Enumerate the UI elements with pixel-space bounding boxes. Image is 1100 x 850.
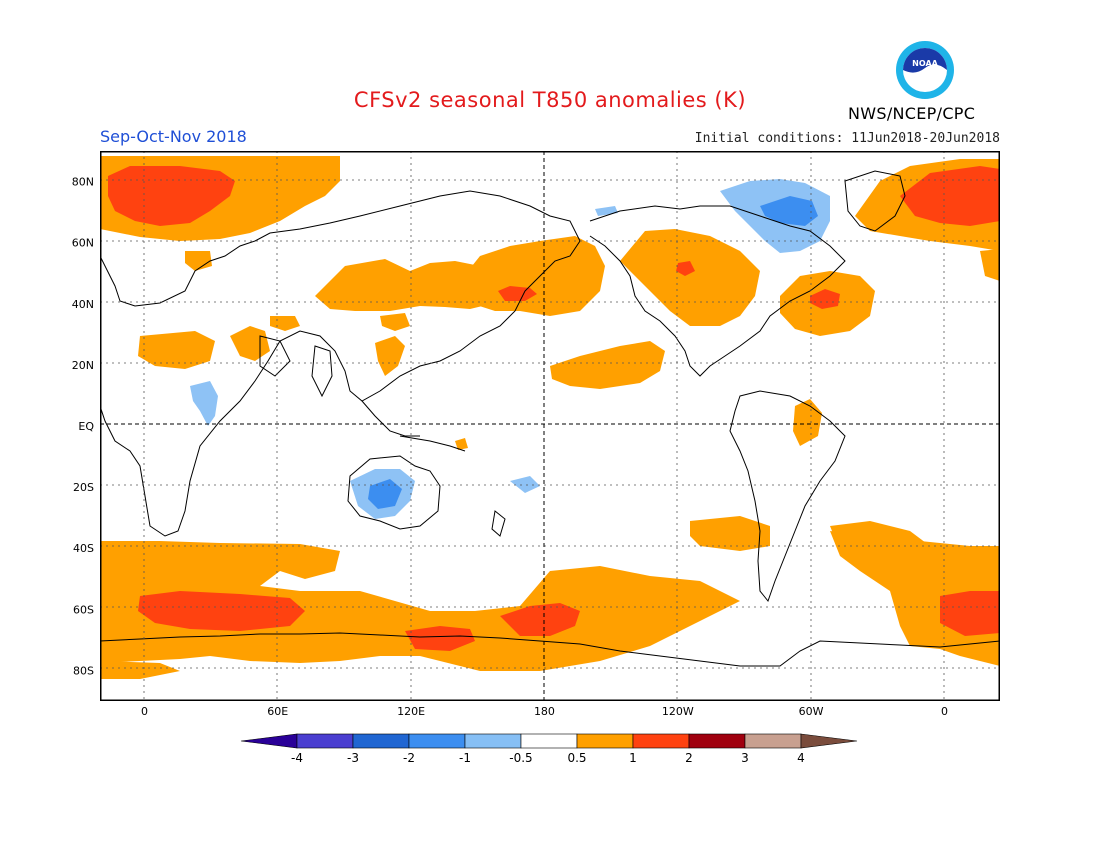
colorbar-box (632, 733, 690, 749)
cold-region-east-africa (190, 381, 218, 426)
latitude-labels: 80N 60N 40N 20N EQ 20S 40S 60S 80S (72, 176, 95, 678)
latitude-label: 20N (72, 359, 94, 372)
colorbar-label: 4 (797, 751, 805, 765)
season-label: Sep-Oct-Nov 2018 (100, 127, 247, 146)
warm-core-north-atlantic-east (900, 166, 1000, 226)
colorbar-label: 1 (629, 751, 637, 765)
colorbar-box (464, 733, 522, 749)
longitude-label: 60E (267, 705, 288, 718)
initial-conditions-label: Initial conditions: 11Jun2018-20Jun2018 (694, 131, 1000, 146)
latitude-label: 60N (72, 237, 94, 250)
colorbar-box (744, 733, 802, 749)
cold-core-arctic-canada (760, 196, 818, 226)
warm-region-mediterranean (270, 316, 300, 331)
colorbar-high-triangle (800, 733, 858, 749)
warm-core-north-atlantic (108, 166, 235, 226)
colorbar-box (352, 733, 410, 749)
anomaly-map (100, 151, 1000, 701)
colorbar-label: 2 (685, 751, 693, 765)
longitude-label: 120W (662, 705, 694, 718)
warm-region-antarctic-edge (100, 661, 180, 679)
latitude-label: 20S (73, 481, 94, 494)
longitude-label: 60W (799, 705, 824, 718)
warm-region-subtropical-pacific (550, 341, 665, 389)
colorbar-box (520, 733, 578, 749)
warm-core-nw-atlantic (810, 289, 840, 309)
longitude-label: 180 (534, 705, 555, 718)
warm-core-new-zealand-sector (500, 603, 580, 636)
colorbar-low-triangle (240, 733, 298, 749)
warm-region-amazon (793, 399, 822, 446)
cold-core-australia (368, 479, 402, 509)
warm-core-north-america (676, 261, 695, 276)
warm-core-australia-sector (405, 626, 475, 651)
colorbar-label: -2 (403, 751, 415, 765)
latitude-label: 40N (72, 298, 94, 311)
cold-spot-coral-sea (510, 476, 540, 493)
colorbar-label: 0.5 (567, 751, 586, 765)
map-gridlines (100, 151, 1000, 701)
colorbar-box (408, 733, 466, 749)
warm-core-north-pacific (498, 286, 537, 301)
warm-region-south-pacific (690, 516, 770, 551)
colorbar-label: -4 (291, 751, 303, 765)
logo-text: NOAA (912, 59, 938, 68)
noaa-logo-icon: NOAA (896, 41, 954, 99)
longitude-labels: 0 60E 120E 180 120W 60W 0 (141, 705, 948, 718)
colorbar-box (688, 733, 746, 749)
latitude-label: 80S (73, 664, 94, 677)
colorbar: -4 -3 -2 -1 -0.5 0.5 1 2 3 4 (240, 733, 858, 765)
longitude-label: 0 (141, 705, 148, 718)
latitude-label: EQ (78, 420, 94, 433)
warm-region-india (375, 336, 405, 376)
latitude-label: 80N (72, 176, 94, 189)
warm-core-south-atlantic-east (940, 591, 1000, 636)
latitude-label: 40S (73, 542, 94, 555)
warm-region-china (380, 313, 410, 331)
warm-region-greenland-strip (980, 249, 1000, 281)
coastlines (100, 170, 1000, 667)
colorbar-label: -3 (347, 751, 359, 765)
warm-region-sahara (138, 331, 215, 369)
map-frame (100, 151, 1000, 701)
warm-spot-indonesia (455, 438, 468, 450)
colorbar-label: 3 (741, 751, 749, 765)
agency-label: NWS/NCEP/CPC (848, 104, 976, 123)
map-title: CFSv2 seasonal T850 anomalies (K) (353, 88, 747, 112)
warm-core-indian-ocean (138, 591, 305, 631)
colorbar-box (296, 733, 354, 749)
warm-region-southern-ocean (100, 541, 740, 671)
colorbar-box (576, 733, 634, 749)
warm-region-scandinavia (185, 251, 212, 271)
anomaly-shading (100, 156, 1000, 679)
colorbar-label: -0.5 (509, 751, 532, 765)
longitude-label: 0 (941, 705, 948, 718)
colorbar-label: -1 (459, 751, 471, 765)
latitude-label: 60S (73, 603, 94, 616)
warm-region-southern-ocean-east (830, 531, 1000, 666)
longitude-label: 120E (397, 705, 425, 718)
